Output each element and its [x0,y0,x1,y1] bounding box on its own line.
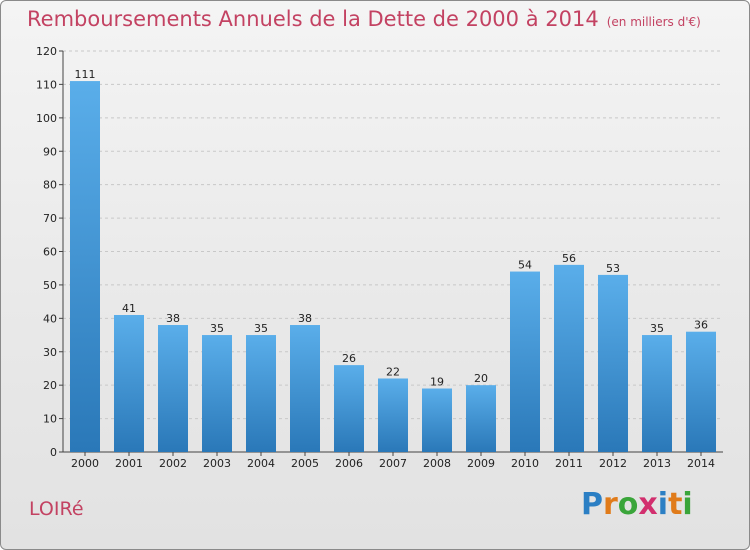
bar-value-label: 35 [650,322,664,335]
y-tick-label: 20 [43,379,57,392]
y-tick-label: 100 [36,112,57,125]
bar [70,81,100,452]
y-tick-label: 10 [43,413,57,426]
logo-letter: i [682,487,693,522]
bar [466,385,496,452]
bar [598,274,628,452]
bar-value-label: 111 [75,68,96,81]
logo-letter: P [581,487,603,522]
y-tick-label: 50 [43,279,57,292]
bar [202,335,232,452]
bar-value-label: 38 [298,312,312,325]
x-tick-label: 2003 [203,457,231,470]
bar [158,325,188,452]
chart-title: Remboursements Annuels de la Dette de 20… [27,7,701,31]
bar-value-label: 19 [430,376,444,389]
bar [114,314,144,452]
bar-value-label: 26 [342,352,356,365]
y-tick-label: 40 [43,312,57,325]
x-tick-label: 2010 [511,457,539,470]
x-tick-label: 2008 [423,457,451,470]
bar [510,271,540,452]
y-tick-label: 90 [43,145,57,158]
y-tick-label: 70 [43,212,57,225]
bar-value-label: 20 [474,372,488,385]
x-tick-label: 2011 [555,457,583,470]
bar [642,335,672,452]
y-tick-label: 80 [43,179,57,192]
bar [686,331,716,452]
y-tick-label: 0 [50,446,57,459]
bar [378,378,408,452]
x-tick-label: 2005 [291,457,319,470]
proxiti-logo: Proxiti [581,487,693,522]
bar [422,388,452,452]
x-tick-label: 2009 [467,457,495,470]
x-tick-label: 2004 [247,457,275,470]
bar-value-label: 36 [694,319,708,332]
bar-value-label: 54 [518,259,532,272]
x-tick-label: 2007 [379,457,407,470]
x-tick-label: 2006 [335,457,363,470]
logo-letter: x [638,487,658,522]
bar-value-label: 35 [210,322,224,335]
logo-letter: o [617,487,639,522]
bar-value-label: 41 [122,302,136,315]
bar [334,365,364,452]
x-tick-label: 2014 [687,457,715,470]
bar [246,335,276,452]
bar-value-label: 22 [386,365,400,378]
bar [290,325,320,452]
bar-value-label: 35 [254,322,268,335]
y-tick-label: 60 [43,246,57,259]
logo-letter: r [603,487,618,522]
logo-letter: i [657,487,669,522]
x-tick-label: 2002 [159,457,187,470]
commune-name: LOIRé [29,498,84,520]
y-tick-label: 30 [43,346,57,359]
bar [554,264,584,452]
x-tick-label: 2012 [599,457,627,470]
chart-title-text: Remboursements Annuels de la Dette de 20… [27,7,599,31]
logo-letter: t [668,487,683,522]
bar-value-label: 53 [606,262,620,275]
x-tick-label: 2001 [115,457,143,470]
x-tick-label: 2013 [643,457,671,470]
chart-title-unit: (en milliers d'€) [606,15,701,29]
y-tick-label: 120 [36,45,57,58]
bar-value-label: 38 [166,312,180,325]
y-tick-label: 110 [36,78,57,91]
bar-value-label: 56 [562,252,576,265]
x-tick-label: 2000 [71,457,99,470]
